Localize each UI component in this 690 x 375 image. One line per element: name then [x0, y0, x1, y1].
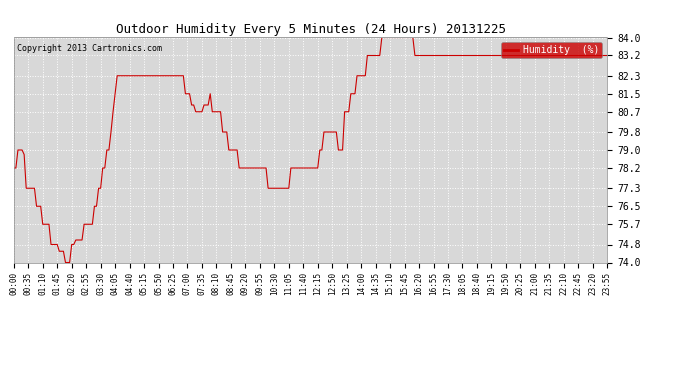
- Title: Outdoor Humidity Every 5 Minutes (24 Hours) 20131225: Outdoor Humidity Every 5 Minutes (24 Hou…: [115, 23, 506, 36]
- Text: Copyright 2013 Cartronics.com: Copyright 2013 Cartronics.com: [17, 44, 161, 53]
- Legend: Humidity  (%): Humidity (%): [501, 42, 602, 58]
